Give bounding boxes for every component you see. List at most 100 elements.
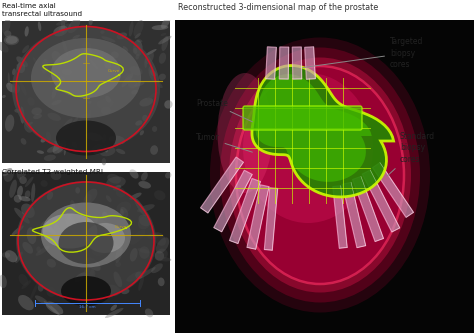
Ellipse shape: [120, 209, 124, 217]
Ellipse shape: [137, 248, 149, 253]
Ellipse shape: [4, 30, 11, 37]
Ellipse shape: [88, 126, 95, 131]
Ellipse shape: [64, 144, 66, 156]
Ellipse shape: [56, 20, 68, 26]
Ellipse shape: [47, 146, 59, 153]
Ellipse shape: [144, 58, 147, 68]
Ellipse shape: [136, 54, 139, 60]
Polygon shape: [229, 178, 261, 243]
Ellipse shape: [75, 49, 82, 55]
Polygon shape: [279, 47, 289, 79]
Ellipse shape: [134, 20, 144, 37]
Ellipse shape: [47, 113, 61, 121]
Ellipse shape: [5, 250, 18, 262]
Ellipse shape: [57, 140, 67, 154]
Ellipse shape: [147, 92, 158, 100]
Ellipse shape: [134, 198, 146, 216]
Ellipse shape: [68, 18, 80, 33]
Ellipse shape: [138, 181, 151, 188]
Ellipse shape: [41, 202, 131, 267]
FancyBboxPatch shape: [2, 172, 170, 315]
Text: Curve: Curve: [108, 69, 120, 73]
Ellipse shape: [137, 204, 155, 212]
Polygon shape: [333, 186, 347, 248]
Ellipse shape: [46, 287, 56, 297]
Ellipse shape: [236, 66, 404, 284]
Ellipse shape: [45, 225, 56, 234]
Ellipse shape: [161, 33, 166, 36]
Ellipse shape: [83, 194, 91, 205]
FancyBboxPatch shape: [2, 21, 170, 163]
Ellipse shape: [105, 84, 112, 90]
Ellipse shape: [20, 82, 27, 96]
Ellipse shape: [18, 196, 30, 201]
Ellipse shape: [92, 144, 104, 155]
Ellipse shape: [92, 242, 108, 255]
Ellipse shape: [2, 252, 10, 258]
Ellipse shape: [27, 97, 35, 106]
Text: Tumor: Tumor: [196, 134, 252, 152]
Ellipse shape: [128, 79, 137, 88]
Ellipse shape: [62, 118, 73, 131]
Ellipse shape: [159, 74, 166, 80]
Ellipse shape: [17, 171, 21, 180]
Ellipse shape: [129, 21, 134, 37]
Ellipse shape: [106, 176, 126, 188]
Polygon shape: [247, 185, 269, 249]
Ellipse shape: [33, 57, 36, 64]
Ellipse shape: [101, 36, 116, 42]
Ellipse shape: [115, 245, 122, 263]
Ellipse shape: [159, 53, 166, 64]
Ellipse shape: [86, 258, 100, 271]
Ellipse shape: [86, 110, 91, 125]
Ellipse shape: [129, 66, 143, 75]
Ellipse shape: [6, 36, 18, 44]
Ellipse shape: [20, 107, 25, 124]
Ellipse shape: [243, 73, 373, 223]
Ellipse shape: [25, 26, 29, 37]
Ellipse shape: [15, 251, 23, 263]
Polygon shape: [342, 182, 366, 248]
Ellipse shape: [14, 208, 30, 224]
Ellipse shape: [60, 69, 70, 79]
Ellipse shape: [25, 190, 30, 198]
Polygon shape: [265, 47, 276, 79]
Ellipse shape: [85, 133, 102, 141]
Ellipse shape: [229, 58, 411, 292]
Ellipse shape: [25, 176, 34, 187]
Ellipse shape: [46, 302, 51, 307]
Ellipse shape: [147, 232, 159, 239]
Polygon shape: [255, 74, 372, 182]
Ellipse shape: [89, 19, 93, 25]
Ellipse shape: [22, 242, 33, 254]
Ellipse shape: [107, 240, 123, 251]
Ellipse shape: [123, 72, 135, 78]
Polygon shape: [214, 170, 252, 232]
Ellipse shape: [153, 232, 166, 246]
Polygon shape: [305, 47, 315, 79]
Ellipse shape: [5, 115, 14, 132]
Ellipse shape: [11, 225, 24, 236]
Polygon shape: [362, 170, 400, 232]
Ellipse shape: [88, 101, 91, 104]
Ellipse shape: [152, 25, 168, 30]
Ellipse shape: [101, 107, 111, 115]
Ellipse shape: [44, 301, 60, 316]
Ellipse shape: [38, 21, 41, 31]
Ellipse shape: [14, 195, 22, 203]
Ellipse shape: [115, 261, 121, 267]
FancyBboxPatch shape: [0, 0, 474, 20]
Ellipse shape: [116, 187, 125, 197]
Ellipse shape: [4, 35, 19, 45]
Polygon shape: [373, 163, 413, 217]
Ellipse shape: [52, 51, 62, 63]
Ellipse shape: [51, 100, 62, 105]
Ellipse shape: [87, 79, 102, 88]
Text: Prostate: Prostate: [196, 99, 253, 122]
Text: Curve: Curve: [115, 225, 127, 229]
Ellipse shape: [114, 271, 122, 287]
Ellipse shape: [9, 179, 17, 198]
Ellipse shape: [79, 114, 91, 119]
Ellipse shape: [47, 78, 54, 83]
Ellipse shape: [104, 59, 111, 69]
